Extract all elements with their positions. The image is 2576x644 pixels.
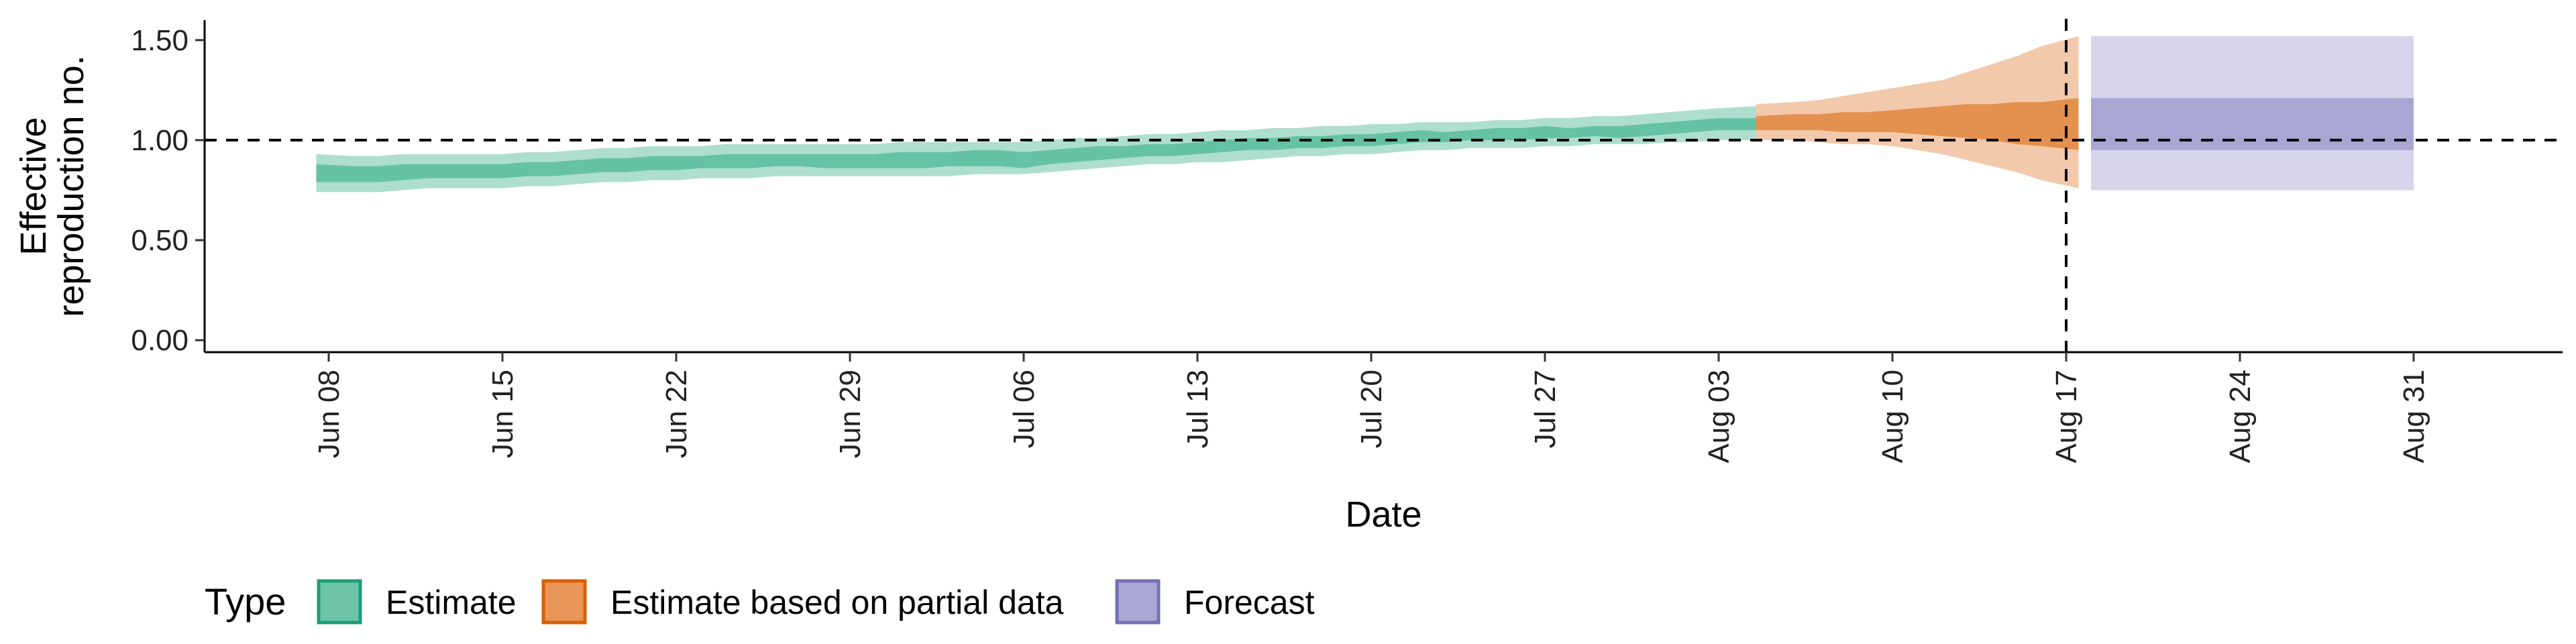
x-tick-label: Aug 24 <box>2224 370 2257 463</box>
x-tick-label: Jun 22 <box>660 370 693 458</box>
y-axis-title: Effectivereproduction no. <box>13 55 91 317</box>
x-tick-label: Jul 13 <box>1181 370 1214 448</box>
band-inner-estimate <box>316 118 1756 182</box>
y-tick-label: 0.00 <box>131 324 189 357</box>
x-tick-label: Aug 17 <box>2050 370 2083 463</box>
x-tick-label: Jul 06 <box>1008 370 1040 448</box>
legend-label: Forecast <box>1184 584 1315 621</box>
x-tick-label: Jun 15 <box>486 370 519 458</box>
legend-key <box>1115 579 1161 625</box>
legend-key <box>541 579 587 625</box>
x-tick-label: Jul 20 <box>1355 370 1388 448</box>
legend: Type Estimate Estimate based on partial da… <box>205 579 1315 625</box>
band-inner-estimate-based-on-partial-data <box>1756 98 2079 150</box>
y-tick-label: 1.00 <box>131 124 189 157</box>
legend-key <box>317 579 362 625</box>
y-axis-ticks: 0.00 0.50 1.00 1.50 <box>131 24 205 357</box>
x-axis-ticks: Jun 08 Jun 15 Jun 22 Jun 29 Jul 06 Jul 13 Jul … <box>313 352 2430 463</box>
legend-item: Estimate <box>317 579 517 625</box>
x-tick-label: Jun 29 <box>834 370 867 458</box>
x-tick-label: Aug 10 <box>1876 370 1909 463</box>
legend-label: Estimate <box>386 584 517 621</box>
legend-item: Estimate based on partial data <box>541 579 1064 625</box>
x-tick-label: Jun 08 <box>313 370 345 458</box>
y-axis-title-line: Effective <box>13 117 54 255</box>
legend-title: Type <box>205 580 286 623</box>
x-tick-label: Jul 27 <box>1529 370 1562 448</box>
legend-label: Estimate based on partial data <box>610 584 1064 621</box>
band-outer-estimate <box>316 106 1756 193</box>
y-tick-label: 0.50 <box>131 224 189 257</box>
x-axis-title: Date <box>1345 494 1421 535</box>
y-tick-label: 1.50 <box>131 24 189 57</box>
band-inner-forecast <box>2091 98 2414 150</box>
legend-item: Forecast <box>1115 579 1315 625</box>
y-axis-title-line: reproduction no. <box>51 55 91 317</box>
x-tick-label: Aug 03 <box>1703 370 1735 463</box>
x-tick-label: Aug 31 <box>2398 370 2430 463</box>
chart-bands <box>316 36 2414 193</box>
